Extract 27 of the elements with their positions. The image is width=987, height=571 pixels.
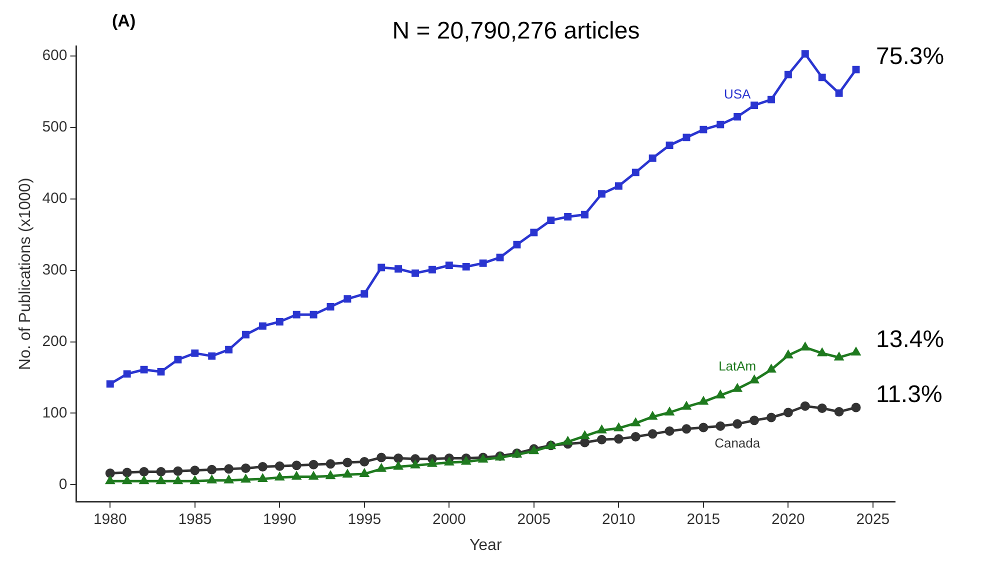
annotation: 11.3% <box>876 381 942 408</box>
series-label: LatAm <box>718 358 756 374</box>
y-tick-label: 0 <box>58 476 68 493</box>
y-tick-label: 200 <box>42 332 68 350</box>
y-tick-label: 300 <box>42 261 68 278</box>
x-tick-label: 2025 <box>856 510 890 528</box>
chart-title: N = 20,790,276 articles <box>392 18 640 45</box>
y-axis-title: No. of Publications (x1000) <box>17 178 34 370</box>
x-tick-label: 2000 <box>432 510 466 528</box>
annotation: 13.4% <box>876 326 944 354</box>
x-tick-label: 2010 <box>602 510 636 528</box>
x-tick-label: 2015 <box>686 510 720 528</box>
text: (A) <box>112 12 136 31</box>
y-tick-label: 400 <box>42 190 68 208</box>
x-axis-title: Year <box>469 536 502 554</box>
y-tick-label: 500 <box>42 118 68 136</box>
x-tick-label: 2005 <box>517 510 551 528</box>
x-tick-label: 1990 <box>262 510 296 528</box>
annotation: 75.3% <box>876 43 944 70</box>
y-tick-label: 100 <box>42 404 68 422</box>
x-tick-label: 1995 <box>348 510 382 528</box>
x-tick-label: 1980 <box>93 510 127 528</box>
series-label: Canada <box>714 436 761 451</box>
x-tick-label: 2020 <box>772 510 805 528</box>
y-tick-label: 600 <box>42 47 68 64</box>
series-label: USA <box>724 86 752 102</box>
x-tick-label: 1985 <box>178 510 212 528</box>
